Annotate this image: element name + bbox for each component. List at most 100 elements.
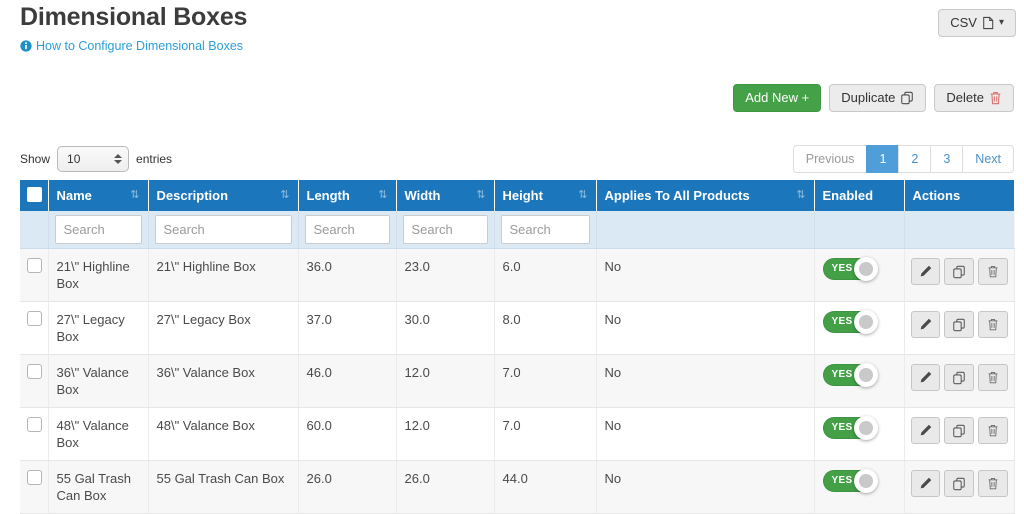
cell-length: 36.0 bbox=[298, 248, 397, 302]
caret-down-icon: ▾ bbox=[998, 17, 1004, 28]
cell-description: 27\" Legacy Box bbox=[148, 301, 299, 355]
cell-width: 30.0 bbox=[396, 301, 495, 355]
duplicate-row-button[interactable] bbox=[944, 470, 974, 497]
show-label: Show bbox=[20, 152, 51, 166]
cell-actions bbox=[904, 407, 1015, 461]
column-header-height[interactable]: ⇅ Height bbox=[494, 180, 597, 211]
search-input-name[interactable] bbox=[54, 215, 142, 244]
column-header-width[interactable]: ⇅ Width bbox=[396, 180, 495, 211]
search-cell-empty bbox=[814, 211, 905, 249]
add-new-button[interactable]: Add New + bbox=[733, 84, 822, 112]
csv-export-button[interactable]: CSV ▾ bbox=[938, 9, 1016, 37]
pagination-page-1[interactable]: 1 bbox=[866, 145, 900, 173]
search-input-width[interactable] bbox=[402, 215, 488, 244]
delete-row-button[interactable] bbox=[977, 417, 1008, 444]
edit-button[interactable] bbox=[910, 417, 941, 444]
copy-icon bbox=[952, 265, 966, 279]
help-link[interactable]: How to Configure Dimensional Boxes bbox=[36, 39, 244, 53]
duplicate-row-button[interactable] bbox=[944, 364, 974, 391]
cell-applies-to-all: No bbox=[596, 354, 815, 408]
table-row: 27\" Legacy Box 27\" Legacy Box 37.0 30.… bbox=[20, 301, 1015, 355]
toggle-knob bbox=[853, 310, 878, 334]
page-title: Dimensional Boxes bbox=[20, 3, 248, 31]
toggle-label: YES bbox=[831, 369, 853, 380]
column-header-actions-label: Actions bbox=[912, 188, 961, 203]
cell-height: 7.0 bbox=[494, 407, 597, 461]
enabled-toggle[interactable]: YES bbox=[822, 257, 878, 281]
cell-enabled: YES bbox=[814, 248, 905, 302]
enabled-toggle[interactable]: YES bbox=[822, 363, 878, 387]
cell-select bbox=[20, 301, 49, 355]
cell-width: 12.0 bbox=[396, 354, 495, 408]
table-row: 55 Gal Trash Can Box 55 Gal Trash Can Bo… bbox=[20, 460, 1015, 514]
duplicate-row-button[interactable] bbox=[944, 311, 974, 338]
delete-row-button[interactable] bbox=[977, 311, 1008, 338]
column-header-enabled-label: Enabled bbox=[822, 188, 874, 203]
enabled-toggle[interactable]: YES bbox=[822, 416, 878, 440]
column-header-applies-label: Applies To All Products bbox=[604, 188, 750, 203]
pagination-next[interactable]: Next bbox=[962, 145, 1014, 173]
column-header-applies-to-all[interactable]: ⇅ Applies To All Products bbox=[596, 180, 815, 211]
pagination-page-2[interactable]: 2 bbox=[898, 145, 932, 173]
sort-icon: ⇅ bbox=[378, 188, 388, 201]
column-header-width-label: Width bbox=[404, 188, 441, 203]
cell-length: 46.0 bbox=[298, 354, 397, 408]
edit-button[interactable] bbox=[910, 470, 941, 497]
cell-height: 8.0 bbox=[494, 301, 597, 355]
column-search-row bbox=[20, 211, 1015, 249]
add-new-label: Add New + bbox=[745, 90, 810, 105]
edit-button[interactable] bbox=[910, 364, 941, 391]
cell-actions bbox=[904, 301, 1015, 355]
column-header-description[interactable]: ⇅ Description bbox=[148, 180, 299, 211]
cell-height: 7.0 bbox=[494, 354, 597, 408]
toggle-knob bbox=[853, 257, 878, 281]
pencil-icon bbox=[919, 424, 932, 437]
select-stepper-icon bbox=[114, 154, 123, 164]
search-cell-empty bbox=[20, 211, 49, 249]
table-row: 48\" Valance Box 48\" Valance Box 60.0 1… bbox=[20, 407, 1015, 461]
cell-name: 55 Gal Trash Can Box bbox=[48, 460, 149, 514]
select-all-checkbox[interactable] bbox=[27, 187, 42, 202]
column-header-length-label: Length bbox=[306, 188, 350, 203]
cell-enabled: YES bbox=[814, 301, 905, 355]
cell-length: 26.0 bbox=[298, 460, 397, 514]
edit-button[interactable] bbox=[910, 258, 941, 285]
toggle-knob bbox=[853, 416, 878, 440]
row-checkbox[interactable] bbox=[27, 364, 42, 379]
cell-select bbox=[20, 460, 49, 514]
table-controls: Show 10 entries Previous 1 2 3 Next bbox=[20, 145, 1014, 173]
cell-actions bbox=[904, 354, 1015, 408]
delete-row-button[interactable] bbox=[977, 258, 1008, 285]
delete-row-button[interactable] bbox=[977, 470, 1008, 497]
copy-icon bbox=[900, 91, 914, 105]
dimensional-boxes-table: ⇅ Name ⇅ Description ⇅ Length ⇅ Width ⇅ Heigh… bbox=[20, 180, 1015, 514]
pencil-icon bbox=[919, 265, 932, 278]
delete-button[interactable]: Delete bbox=[934, 84, 1014, 112]
duplicate-row-button[interactable] bbox=[944, 258, 974, 285]
enabled-toggle[interactable]: YES bbox=[822, 310, 878, 334]
delete-row-button[interactable] bbox=[977, 364, 1008, 391]
help-row: How to Configure Dimensional Boxes bbox=[20, 39, 1014, 53]
row-checkbox[interactable] bbox=[27, 258, 42, 273]
pagination-page-3[interactable]: 3 bbox=[930, 145, 964, 173]
edit-button[interactable] bbox=[910, 311, 941, 338]
search-cell-width bbox=[396, 211, 495, 249]
pencil-icon bbox=[919, 477, 932, 490]
row-checkbox[interactable] bbox=[27, 470, 42, 485]
search-input-height[interactable] bbox=[500, 215, 590, 244]
pagination-previous[interactable]: Previous bbox=[792, 145, 868, 173]
duplicate-button[interactable]: Duplicate bbox=[829, 84, 927, 112]
search-input-description[interactable] bbox=[154, 215, 292, 244]
page-size-select[interactable]: 10 bbox=[57, 146, 130, 172]
column-header-name[interactable]: ⇅ Name bbox=[48, 180, 149, 211]
search-input-length[interactable] bbox=[304, 215, 390, 244]
duplicate-row-button[interactable] bbox=[944, 417, 974, 444]
row-checkbox[interactable] bbox=[27, 417, 42, 432]
trash-icon bbox=[989, 91, 1002, 105]
column-header-length[interactable]: ⇅ Length bbox=[298, 180, 397, 211]
file-icon bbox=[982, 16, 994, 30]
sort-icon: ⇅ bbox=[796, 188, 806, 201]
row-checkbox[interactable] bbox=[27, 311, 42, 326]
cell-width: 23.0 bbox=[396, 248, 495, 302]
enabled-toggle[interactable]: YES bbox=[822, 469, 878, 493]
